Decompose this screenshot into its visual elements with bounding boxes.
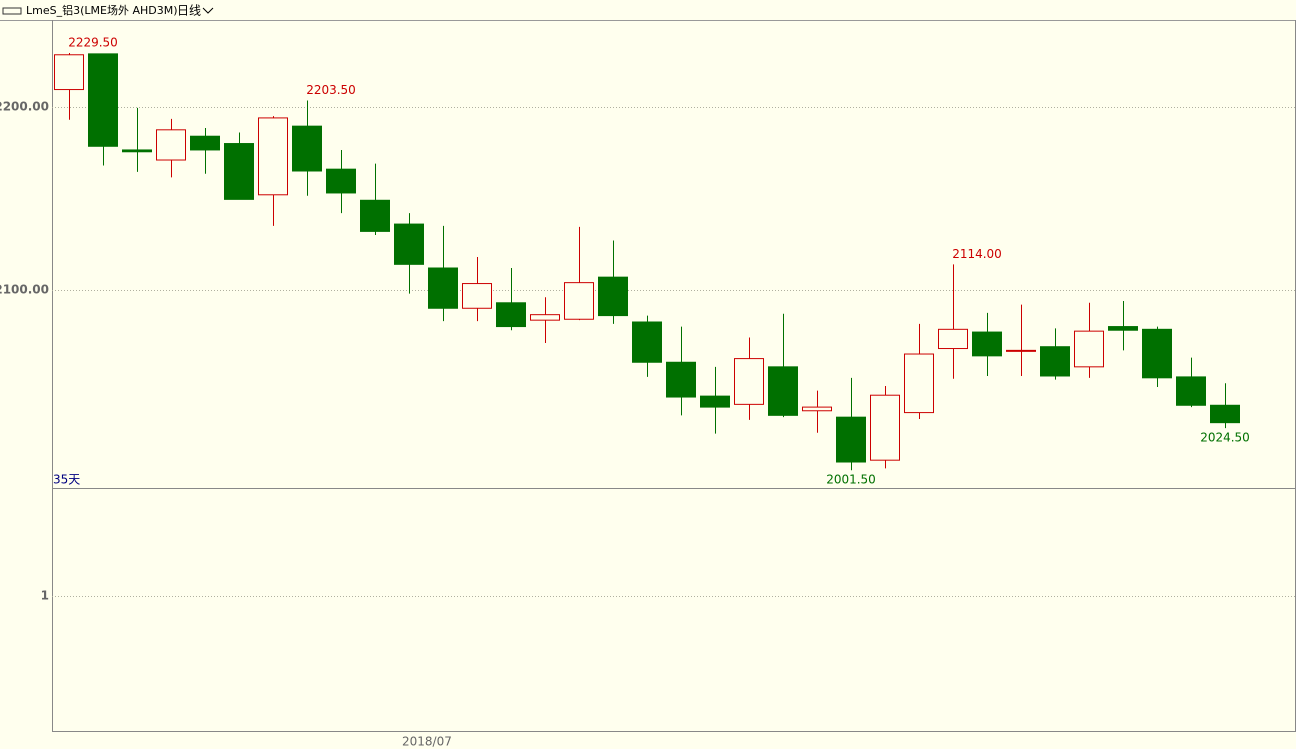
candle-body <box>1006 349 1036 352</box>
high-label: 2229.50 <box>68 35 118 49</box>
candle-body <box>224 143 254 200</box>
candle-body <box>700 395 730 408</box>
candle-body <box>258 117 288 196</box>
high-label: 2114.00 <box>952 247 1002 261</box>
candle-body <box>54 54 84 91</box>
candle-body <box>326 168 356 194</box>
candle-body <box>666 361 696 398</box>
y-tick-label: 2100.00 <box>0 282 49 296</box>
candle-body <box>1176 376 1206 406</box>
candle-body <box>428 267 458 309</box>
y-tick-label: 1 <box>41 589 49 603</box>
candle-body <box>1040 346 1070 377</box>
candle-body <box>122 149 152 153</box>
candle-body <box>972 331 1002 357</box>
period[interactable]: 日线 <box>177 4 201 18</box>
dropdown-icon[interactable] <box>202 7 214 14</box>
candle-body <box>1210 404 1240 424</box>
candle-body <box>632 321 662 363</box>
candle-body <box>190 135 220 151</box>
candle-body <box>1074 330 1104 368</box>
candle-body <box>598 276 628 317</box>
candle-body <box>360 199 390 232</box>
candle-body <box>836 416 866 463</box>
candle-body <box>1142 328 1172 379</box>
candle-body <box>734 358 764 405</box>
candle-body <box>768 366 798 416</box>
candle-body <box>904 353 934 414</box>
high-label: 2203.50 <box>306 83 356 97</box>
candle-body <box>1108 326 1138 331</box>
candle-body <box>394 223 424 265</box>
candle-body <box>938 328 968 350</box>
candle-body <box>88 53 118 147</box>
candle-body <box>870 394 900 461</box>
candle-body <box>462 283 492 309</box>
candle-body <box>292 125 322 172</box>
link-icon <box>2 7 22 15</box>
candle-body <box>530 314 560 321</box>
candle-body <box>564 282 594 320</box>
candle-body <box>802 406 832 412</box>
low-label: 2024.50 <box>1200 431 1250 445</box>
candle-body <box>156 129 186 161</box>
low-label: 2001.50 <box>826 473 876 487</box>
symbol: LmeS_铝3(LME场外 AHD3M) <box>26 3 178 17</box>
y-tick-label: 2200.00 <box>0 99 49 113</box>
panel-label: 35天 <box>53 473 80 487</box>
candle-body <box>496 302 526 328</box>
x-tick-label: 2018/07 <box>402 735 452 749</box>
